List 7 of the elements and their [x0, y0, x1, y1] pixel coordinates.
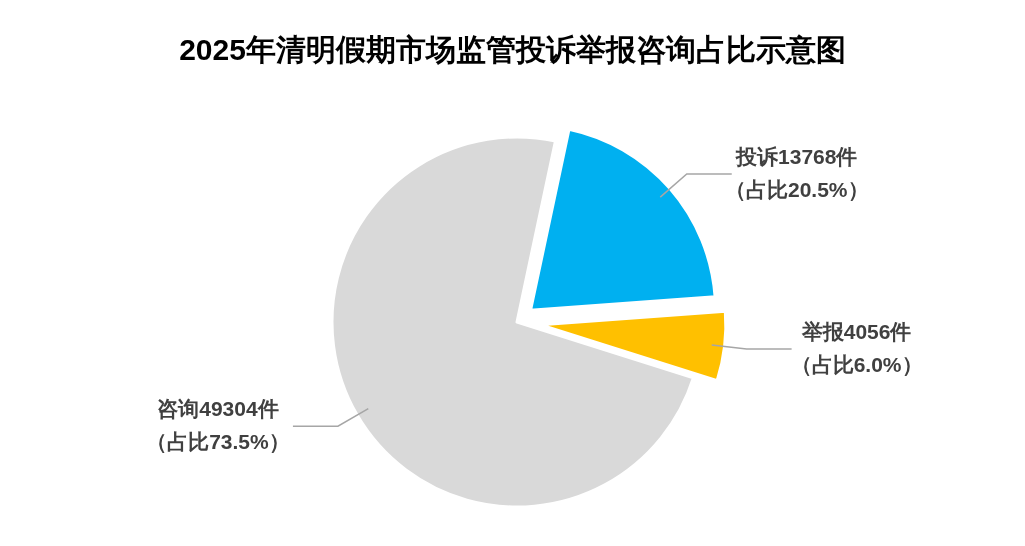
- slice-label: 咨询49304件: [157, 397, 279, 421]
- slice-label: 举报4056件: [800, 320, 912, 344]
- slice-label: 投诉13768件: [735, 145, 858, 169]
- text: （占比20.5%）: [724, 178, 869, 202]
- chart-title: 2025年清明假期市场监管投诉举报咨询占比示意图: [179, 33, 846, 66]
- text: （占比6.0%）: [790, 353, 923, 377]
- text: （占比73.5%）: [146, 430, 290, 454]
